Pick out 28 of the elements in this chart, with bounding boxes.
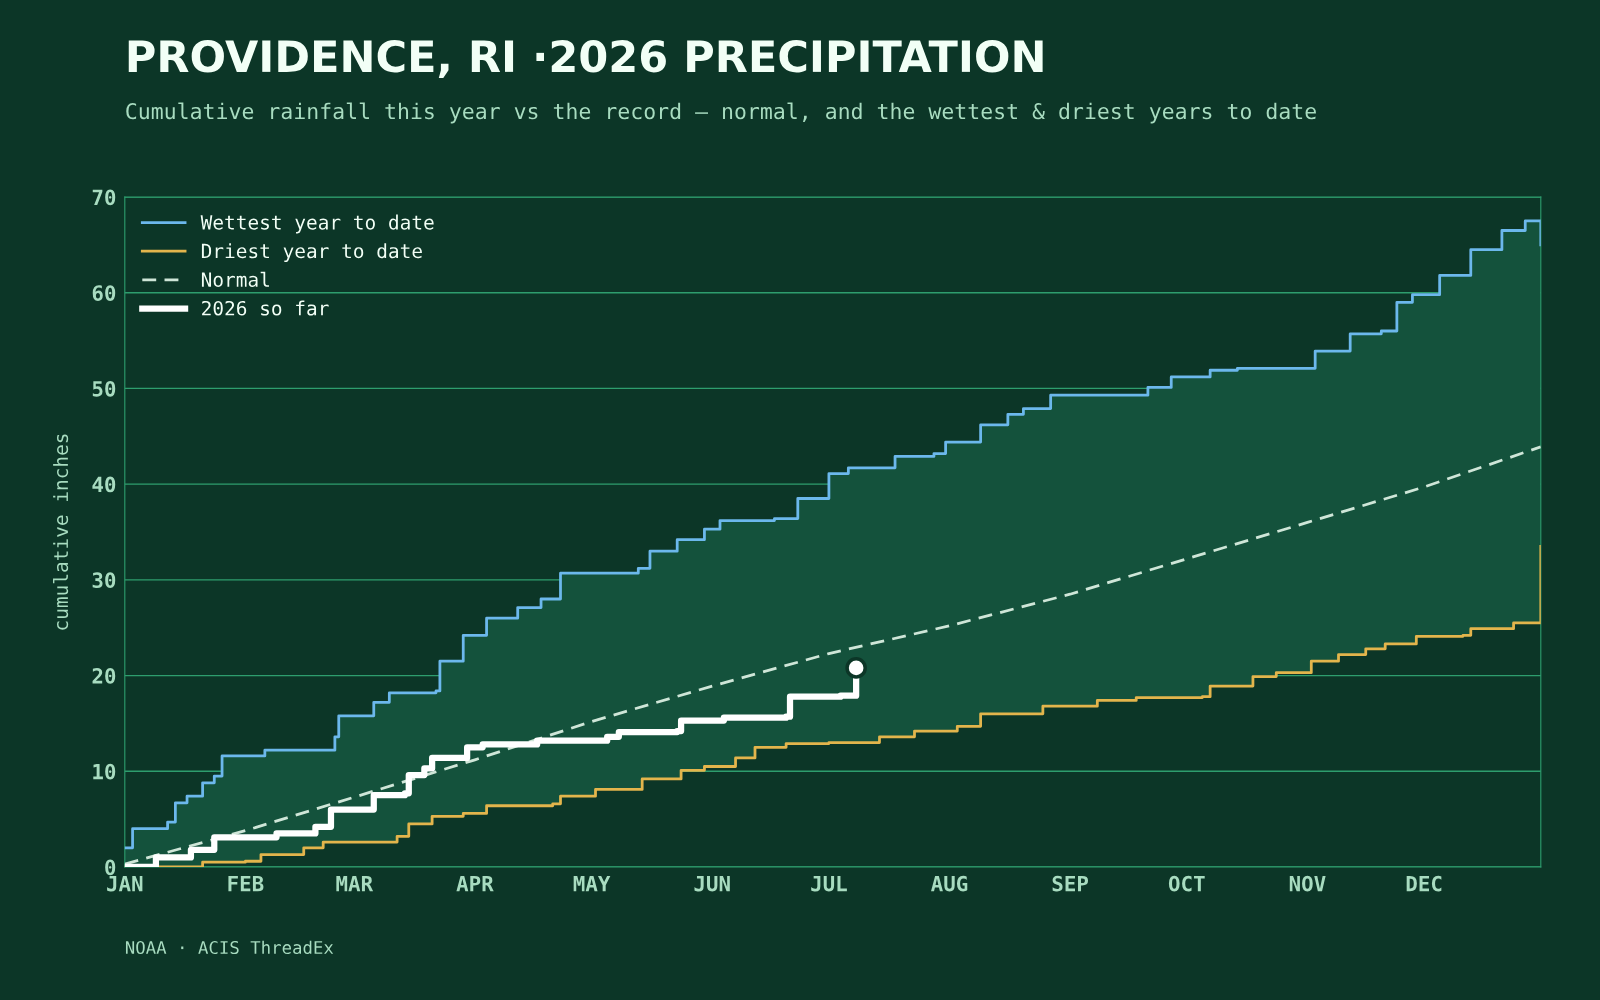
x-tick-label: AUG: [931, 875, 968, 892]
x-tick-label: JUN: [694, 875, 730, 892]
y-tick-label: 50: [92, 380, 116, 397]
legend-label: 2026 so far: [202, 300, 329, 316]
text: NOAA · ACIS ThreadEx: [125, 940, 334, 955]
y-tick-label: 0: [105, 859, 116, 876]
x-tick-label: NOV: [1289, 875, 1326, 892]
legend-label: Normal: [201, 271, 269, 287]
legend-label: Wettest year to date: [200, 214, 434, 234]
y-axis-title: cumulative inches: [53, 434, 69, 630]
chart-subtitle: Cumulative rainfall this year vs the record — normal, and the wettest & driest years to date: [126, 102, 1316, 124]
x-tick-label: DEC: [1406, 875, 1442, 892]
x-tick-label: JAN: [107, 875, 143, 892]
x-tick-label: MAR: [336, 875, 374, 892]
y-tick-label: 60: [92, 285, 116, 301]
y-tick-label: 20: [92, 668, 116, 684]
chart-title: PROVIDENCE, RI ·2026 PRECIPITATION: [128, 39, 1043, 78]
y-tick-label: 70: [92, 189, 116, 206]
x-tick-label: APR: [456, 875, 494, 892]
x-tick-label: JUL: [811, 875, 847, 892]
x-tick-label: SEP: [1052, 875, 1089, 892]
legend-label: Driest year to date: [201, 243, 422, 263]
y-tick-label: 10: [93, 763, 116, 780]
x-tick-label: OCT: [1168, 875, 1205, 892]
y-tick-label: 30: [92, 572, 116, 589]
x-tick-label: MAY: [573, 875, 611, 892]
y-tick-label: 40: [92, 476, 116, 493]
x-tick-label: FEB: [228, 875, 264, 892]
